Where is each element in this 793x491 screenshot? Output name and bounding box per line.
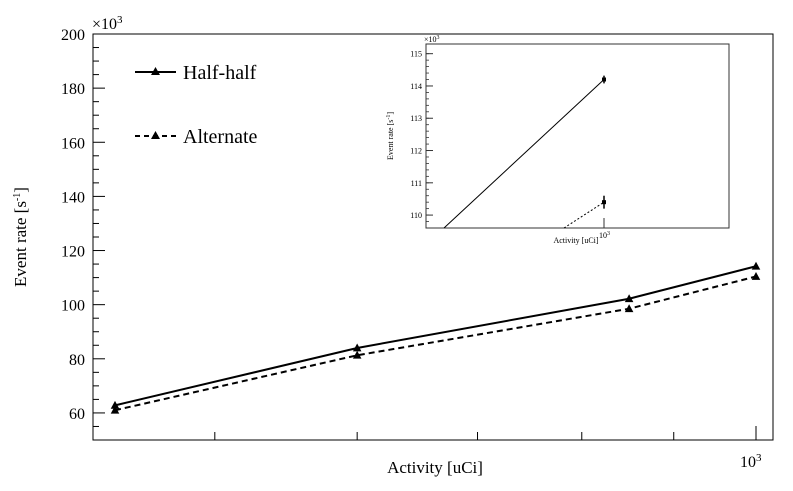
legend-marker-half-half [151, 67, 160, 75]
inset-y-tick-label: 110 [410, 211, 422, 220]
series-layer [110, 261, 761, 414]
data-point-alternate [110, 405, 120, 414]
data-point-alternate [624, 304, 634, 313]
legend-label-alternate: Alternate [183, 126, 258, 148]
inset-frame [425, 43, 730, 229]
y-tick-label: 160 [61, 135, 85, 152]
inset-y-tick-label: 115 [410, 50, 422, 59]
x-axis-title: Activity [uCi] [387, 458, 483, 477]
data-point-alternate [352, 350, 362, 359]
y-tick-label: 80 [69, 352, 85, 369]
series-line-half-half [114, 265, 757, 407]
data-point-half-half [110, 400, 120, 409]
inset-y-multiplier-label: ×103 [424, 35, 440, 44]
y-tick-label: 60 [69, 406, 85, 423]
data-point-half-half [751, 261, 761, 270]
y-axis-title: Event rate [s-1] [11, 187, 30, 287]
inset-background [395, 38, 735, 250]
y-tick-label: 180 [61, 81, 85, 98]
inset-plot: 110 111 112 113 114 115 ×103 Activity [uCi] 1… [386, 35, 735, 250]
legend-label-half-half: Half-half [183, 62, 257, 84]
y-axis-ticks: 60 80 100 120 140 160 180 200 [61, 27, 105, 441]
data-point-alternate [751, 272, 761, 280]
data-point-half-half [352, 343, 362, 352]
y-tick-label: 200 [61, 27, 85, 44]
inset-y-tick-label: 112 [410, 147, 422, 156]
inset-x-tick-label: 103 [599, 231, 610, 240]
inset-x-axis-title: Activity [uCi] [553, 236, 598, 245]
y-tick-label: 100 [61, 298, 85, 315]
y-tick-label: 120 [61, 244, 85, 261]
inset-y-axis-title: Event rate [s-1] [386, 112, 395, 160]
inset-series-layer [443, 75, 606, 229]
legend: Half-half Alternate [135, 62, 258, 148]
x-tick-label: 103 [740, 452, 762, 471]
inset-y-tick-label: 113 [410, 114, 422, 123]
inset-y-axis-ticks: 110 111 112 113 114 115 [410, 50, 605, 228]
inset-data-point [602, 200, 606, 205]
inset-y-tick-label: 111 [411, 179, 422, 188]
data-point-half-half [624, 294, 634, 303]
legend-marker-alternate [151, 131, 160, 139]
series-line-alternate [114, 275, 757, 412]
inset-data-point [602, 77, 606, 82]
y-tick-label: 140 [61, 189, 85, 206]
y-multiplier-label: ×103 [92, 14, 123, 33]
x-axis-ticks [214, 426, 757, 440]
inset-series-line-half-half [443, 79, 605, 229]
inset-y-tick-label: 114 [410, 82, 422, 91]
